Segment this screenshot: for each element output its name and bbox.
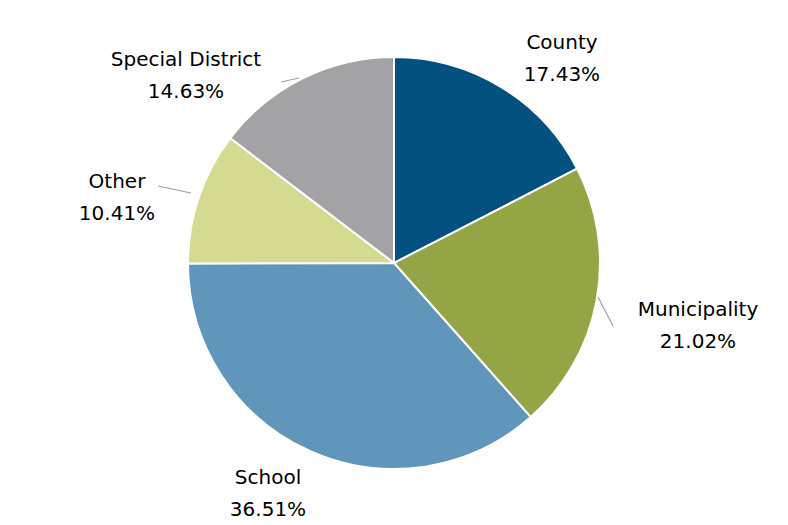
category-label: School — [235, 465, 301, 489]
slice — [230, 57, 394, 263]
leader-lines — [158, 78, 613, 326]
category-label: Special District — [111, 47, 261, 71]
data-label: 17.43% — [524, 62, 600, 86]
slice — [188, 263, 531, 469]
category-label: Municipality — [638, 297, 759, 321]
data-label: 21.02% — [660, 329, 736, 353]
leader-line — [158, 186, 191, 193]
data-label: 10.41% — [79, 201, 155, 225]
data-label: 36.51% — [230, 497, 306, 521]
data-label: 14.63% — [148, 79, 224, 103]
leader-line — [598, 297, 613, 326]
leader-line — [281, 78, 299, 82]
labels: County 17.43% Municipality 21.02% School 36.5… — [79, 30, 759, 521]
category-label: Other — [89, 169, 147, 193]
pie — [188, 57, 600, 469]
category-label: County — [526, 30, 597, 54]
chart: County 17.43% Municipality 21.02% School 36.5… — [0, 0, 788, 525]
